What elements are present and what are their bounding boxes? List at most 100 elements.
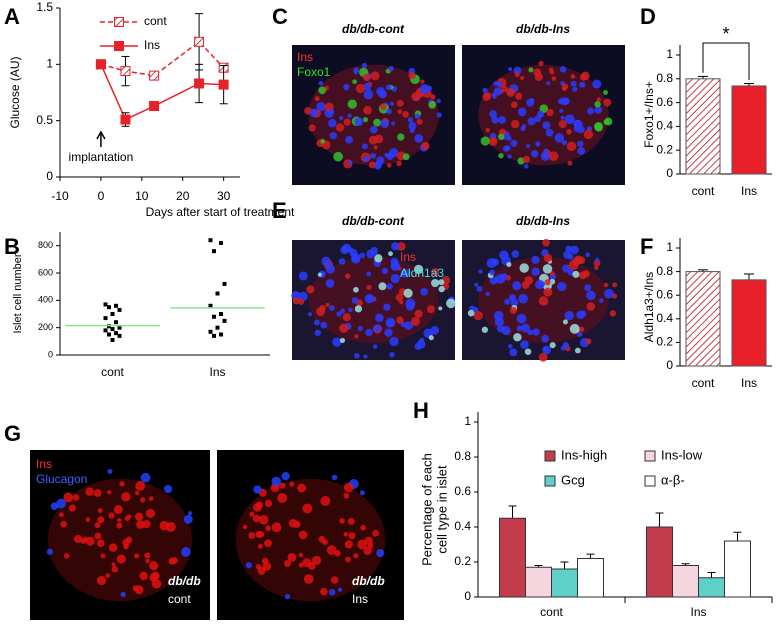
point <box>107 332 111 337</box>
point <box>212 333 216 338</box>
cell <box>332 337 342 347</box>
stain-label: Glucagon <box>36 472 87 486</box>
cell <box>353 286 359 293</box>
cell <box>532 328 540 336</box>
cell <box>56 498 66 509</box>
cell <box>73 534 83 544</box>
cell <box>577 331 583 338</box>
cell <box>343 84 350 91</box>
cell <box>253 485 262 494</box>
panel-letter: A <box>4 4 20 29</box>
y-tick-label: 1 <box>666 47 673 61</box>
panel-letter: F <box>640 234 653 259</box>
cell <box>366 249 375 259</box>
cell <box>482 92 491 102</box>
cell <box>372 344 378 349</box>
cell <box>572 270 580 278</box>
cell <box>513 66 522 75</box>
x-tick-label: -10 <box>51 189 69 203</box>
point <box>117 307 122 312</box>
cell <box>149 561 159 571</box>
cell <box>399 300 404 305</box>
y-tick-label: 600 <box>38 267 53 277</box>
cell <box>342 313 351 322</box>
point <box>219 312 223 316</box>
image-caption: cont <box>168 592 191 606</box>
cell <box>548 151 559 162</box>
cell <box>363 105 372 115</box>
cell <box>373 324 382 333</box>
cell <box>515 92 523 100</box>
cell <box>361 143 368 150</box>
cell <box>438 285 445 293</box>
cell <box>343 532 349 537</box>
cell <box>359 490 365 496</box>
cell <box>363 354 368 359</box>
cell <box>543 148 548 153</box>
cell <box>520 340 529 349</box>
cell <box>577 256 586 265</box>
cell <box>573 126 580 132</box>
cell <box>306 285 315 294</box>
cell <box>410 128 415 133</box>
cell <box>329 131 337 140</box>
image-caption: Ins <box>352 592 368 606</box>
cell <box>255 563 261 570</box>
y-tick-label: 0.6 <box>656 95 673 109</box>
cell <box>265 525 272 531</box>
cell <box>546 81 551 86</box>
cell <box>96 539 105 548</box>
cell <box>523 164 529 169</box>
stain-label: Aldh1a3 <box>400 266 444 280</box>
cell <box>328 108 335 115</box>
cell <box>252 514 261 523</box>
cell <box>373 145 378 150</box>
y-tick-label: 0.2 <box>454 554 471 568</box>
cell <box>343 492 350 499</box>
cell <box>427 305 435 314</box>
cell <box>360 524 367 531</box>
point <box>117 325 122 330</box>
cell <box>339 323 349 333</box>
y-tick-label: 0.2 <box>656 335 673 349</box>
cell <box>339 337 346 344</box>
cell <box>507 154 512 159</box>
x-tick-label: Ins <box>209 365 225 379</box>
cell <box>365 328 373 337</box>
image-title: db/db-Ins <box>516 22 570 36</box>
cell <box>279 482 286 489</box>
cell <box>357 325 363 332</box>
legend-swatch <box>644 450 656 462</box>
cell <box>551 76 557 81</box>
cell <box>535 141 541 147</box>
legend-label: cont <box>144 14 167 28</box>
cell <box>400 269 410 278</box>
cell <box>585 252 591 258</box>
cell <box>403 288 413 298</box>
cell <box>344 540 354 549</box>
cell <box>584 284 592 292</box>
cell <box>354 117 364 127</box>
y-axis-label: cell type in islet <box>434 465 449 554</box>
cell <box>386 108 392 115</box>
cell <box>411 92 421 102</box>
cell <box>351 297 359 304</box>
cell <box>375 313 384 323</box>
cell <box>420 287 429 296</box>
cell <box>509 348 518 357</box>
cell <box>557 282 567 292</box>
cell <box>381 267 389 275</box>
x-tick-label: 30 <box>217 189 231 203</box>
cell <box>438 279 445 286</box>
cell <box>391 121 396 126</box>
cell <box>373 161 382 170</box>
cell <box>328 119 337 128</box>
marker <box>218 79 229 90</box>
cell <box>570 80 577 87</box>
cell <box>97 516 105 524</box>
cell <box>258 531 265 538</box>
cell <box>298 271 308 281</box>
cell <box>370 152 377 159</box>
cell <box>586 302 596 311</box>
point <box>208 303 213 308</box>
